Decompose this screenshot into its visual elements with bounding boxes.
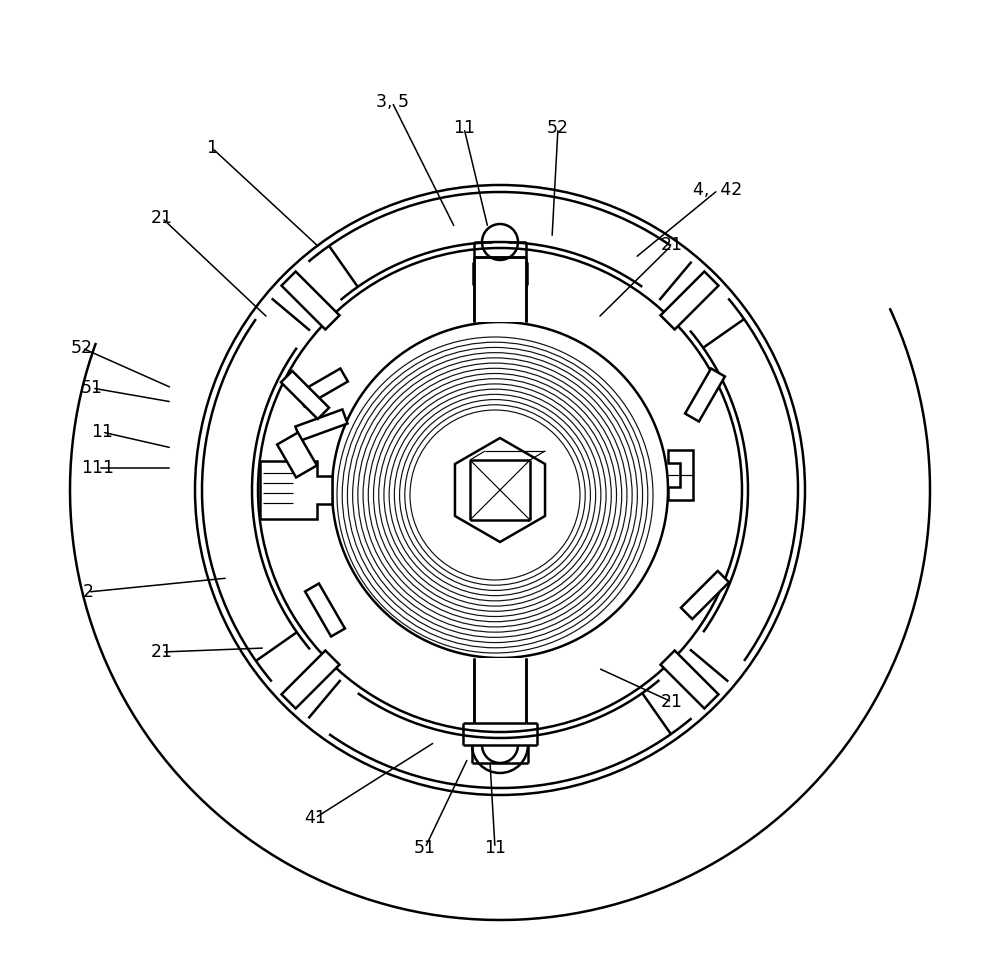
Polygon shape [685,368,725,422]
Text: 4,  42: 4, 42 [693,181,743,199]
Text: 21: 21 [661,236,683,254]
Text: 52: 52 [547,119,569,137]
Text: 1: 1 [207,139,218,157]
Polygon shape [297,368,348,406]
Polygon shape [681,571,729,619]
Text: 3, 5: 3, 5 [376,93,409,111]
Polygon shape [474,257,526,322]
Text: 111: 111 [82,459,114,477]
Text: 11: 11 [453,119,475,137]
Text: 21: 21 [151,643,173,661]
Polygon shape [282,271,339,330]
Text: 41: 41 [304,809,326,827]
Polygon shape [661,271,718,330]
Text: 51: 51 [414,839,436,857]
Polygon shape [305,583,345,637]
Text: 21: 21 [151,209,173,227]
Polygon shape [281,371,329,419]
Polygon shape [474,658,526,723]
Polygon shape [661,650,718,709]
Polygon shape [282,650,339,709]
Polygon shape [277,433,317,477]
Text: 2: 2 [82,583,94,601]
Text: 52: 52 [71,339,93,357]
Text: 11: 11 [484,839,506,857]
Polygon shape [260,461,332,519]
Polygon shape [668,450,693,500]
Polygon shape [295,409,348,440]
Text: 11: 11 [91,423,113,441]
Text: 21: 21 [661,693,683,711]
Polygon shape [455,438,545,542]
Text: 51: 51 [81,379,103,397]
